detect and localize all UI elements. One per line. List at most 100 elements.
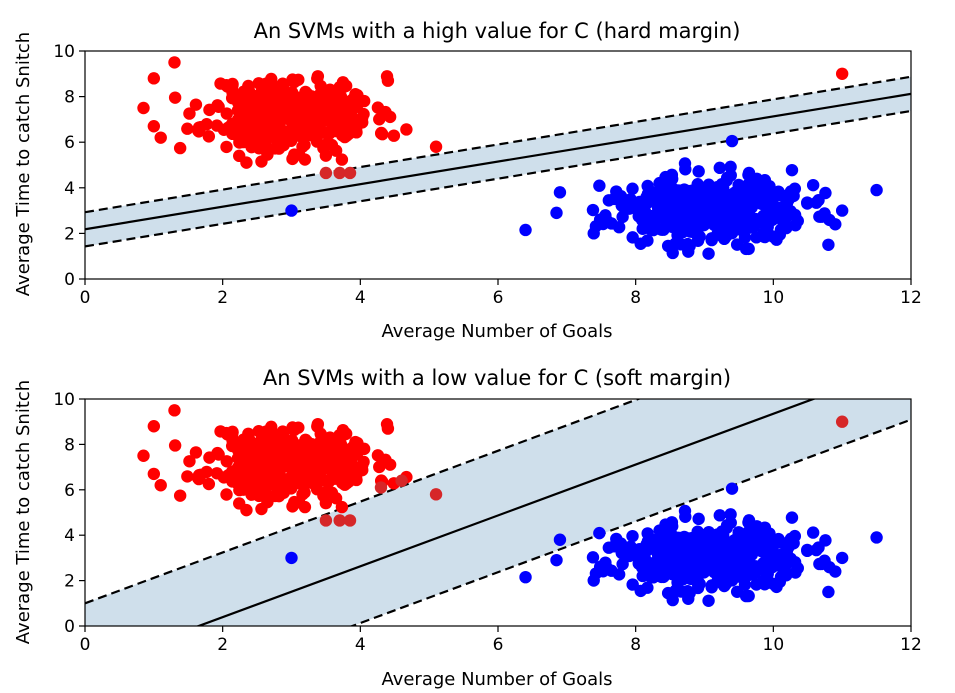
data-point xyxy=(666,246,679,260)
data-point xyxy=(652,201,666,214)
chart-title: An SVMs with a low value for C (soft mar… xyxy=(263,366,731,390)
data-point xyxy=(234,454,247,467)
data-point xyxy=(750,578,763,591)
data-point xyxy=(323,83,337,96)
data-point xyxy=(266,477,279,490)
boundary-lines xyxy=(85,399,911,626)
data-point xyxy=(669,221,682,234)
data-point xyxy=(612,220,626,234)
data-point xyxy=(200,118,213,131)
y-axis-label: Average Time to catch Snitch xyxy=(13,32,34,296)
data-point xyxy=(317,489,330,502)
data-point xyxy=(371,449,385,462)
data-point xyxy=(709,535,722,549)
decision-boundary-line xyxy=(85,92,911,231)
data-point xyxy=(774,223,788,236)
data-point xyxy=(553,186,567,199)
decision-boundary-line xyxy=(195,399,817,626)
data-point xyxy=(632,557,645,570)
data-point xyxy=(381,74,395,87)
data-point xyxy=(782,540,796,553)
data-point xyxy=(357,94,371,108)
data-point xyxy=(285,86,299,99)
data-point xyxy=(806,178,820,192)
scatter-points xyxy=(137,56,883,260)
x-axis-label: Average Number of Goals xyxy=(381,321,612,342)
x-tick-label: 10 xyxy=(763,635,785,655)
y-tick-label: 6 xyxy=(64,481,75,501)
data-point xyxy=(870,183,883,197)
data-point xyxy=(286,500,299,513)
x-tick-label: 10 xyxy=(763,288,785,308)
data-point xyxy=(202,477,216,491)
data-point xyxy=(762,539,775,552)
data-point xyxy=(550,206,563,220)
x-tick-label: 2 xyxy=(217,288,228,308)
data-point xyxy=(335,153,349,166)
data-point xyxy=(234,106,247,119)
data-point xyxy=(679,194,692,207)
data-point xyxy=(762,191,775,205)
x-tick-label: 2 xyxy=(217,635,228,655)
data-point xyxy=(870,531,883,544)
data-point xyxy=(240,156,253,169)
data-point xyxy=(702,247,715,260)
data-point xyxy=(261,148,274,161)
data-point xyxy=(721,211,734,225)
x-tick-label: 12 xyxy=(900,288,922,308)
data-point xyxy=(742,242,755,256)
data-point xyxy=(387,129,401,142)
data-point xyxy=(679,541,692,554)
data-point xyxy=(240,503,253,517)
data-point xyxy=(343,514,357,527)
data-point xyxy=(701,545,714,559)
data-point xyxy=(297,120,310,134)
data-point xyxy=(319,514,333,527)
data-point xyxy=(587,227,600,240)
data-point xyxy=(210,119,224,132)
data-point xyxy=(602,194,616,207)
data-point xyxy=(785,511,799,524)
data-point xyxy=(279,111,292,125)
data-point xyxy=(614,537,628,550)
data-point xyxy=(227,122,240,136)
data-point xyxy=(742,168,755,182)
data-point xyxy=(600,560,613,574)
data-point xyxy=(154,131,167,144)
data-point xyxy=(381,422,395,435)
y-tick-label: 6 xyxy=(64,133,75,153)
bottom-chart-soft-margin: An SVMs with a low value for C (soft mar… xyxy=(13,366,922,690)
data-point xyxy=(586,203,600,217)
margin-band xyxy=(85,399,911,626)
data-point xyxy=(600,213,613,227)
data-point xyxy=(147,72,161,85)
y-tick-label: 10 xyxy=(53,42,75,62)
x-tick-label: 6 xyxy=(493,288,504,308)
data-point xyxy=(249,465,263,478)
data-point xyxy=(220,107,233,120)
data-point xyxy=(709,188,722,201)
data-point xyxy=(173,141,187,155)
data-point xyxy=(751,524,764,538)
data-point xyxy=(810,196,823,209)
data-point xyxy=(147,420,161,433)
data-point xyxy=(647,568,661,582)
data-point xyxy=(819,534,832,547)
data-point xyxy=(835,415,849,428)
data-point xyxy=(290,98,303,111)
data-point xyxy=(766,230,780,243)
data-point xyxy=(329,114,342,128)
data-point xyxy=(724,508,737,521)
data-point xyxy=(299,93,313,106)
data-point xyxy=(789,219,802,232)
data-point xyxy=(636,569,649,583)
data-point xyxy=(766,577,780,590)
data-point xyxy=(674,238,688,251)
data-point xyxy=(519,570,532,584)
data-point xyxy=(395,474,408,487)
data-point xyxy=(692,512,705,526)
y-tick-label: 8 xyxy=(64,88,75,108)
data-point xyxy=(374,481,388,494)
data-point xyxy=(741,525,755,539)
data-point xyxy=(550,553,563,567)
